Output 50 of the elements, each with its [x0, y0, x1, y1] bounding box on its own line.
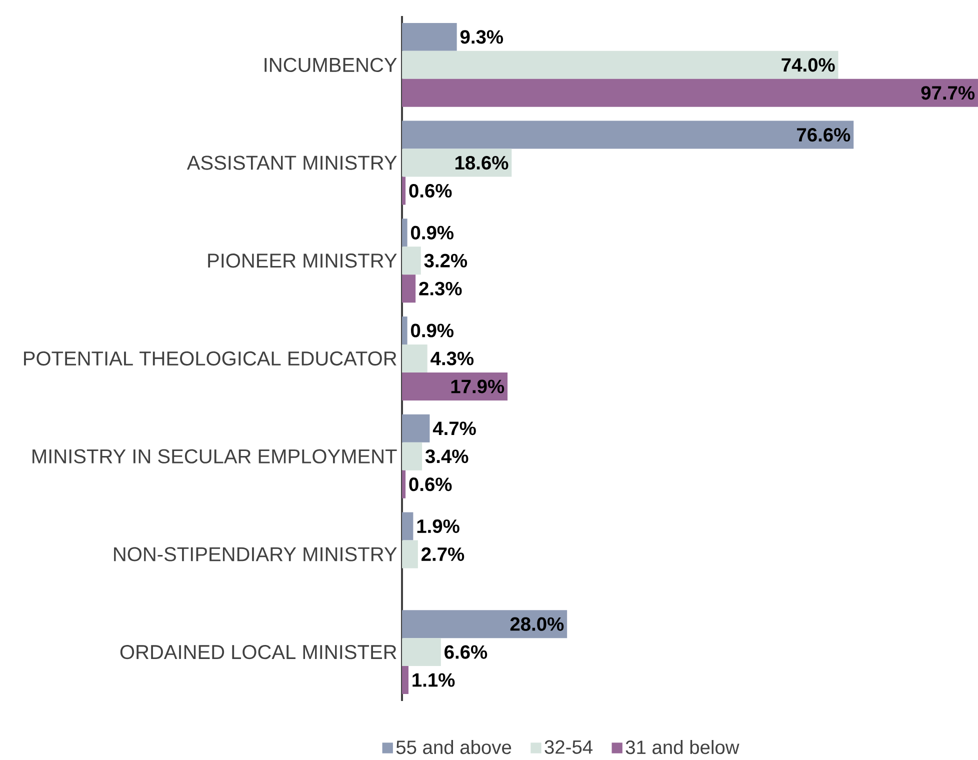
legend-label: 32-54 [544, 740, 593, 754]
data-label: 0.9% [410, 226, 454, 240]
data-label: 2.3% [419, 282, 462, 296]
data-label: 4.3% [430, 352, 474, 366]
data-label: 6.6% [444, 645, 488, 659]
bar [402, 512, 414, 540]
data-label: 1.1% [412, 673, 455, 687]
data-label: 0.6% [409, 478, 452, 492]
y-tick-label: POTENTIAL THEOLOGICAL EDUCATOR [24, 351, 396, 366]
bar [402, 50, 838, 79]
data-label: 2.7% [422, 547, 464, 561]
bar [402, 540, 418, 568]
bar [402, 442, 422, 470]
bar [402, 372, 508, 400]
y-tick-label: NON-STIPENDIARY MINISTRY [114, 547, 397, 562]
data-label: 4.7% [432, 422, 476, 436]
data-label: 3.2% [424, 254, 468, 268]
y-tick-label: INCUMBENCY [264, 58, 397, 72]
bar [402, 78, 978, 107]
y-tick-label: MINISTRY IN SECULAR EMPLOYMENT [32, 449, 397, 464]
data-label: 9.3% [460, 30, 504, 44]
bar [402, 22, 457, 51]
data-label: 28.0% [510, 617, 564, 631]
data-label: 0.9% [410, 324, 454, 338]
bar [402, 176, 406, 205]
data-label: 18.6% [455, 156, 508, 170]
bar [402, 316, 408, 344]
bar [402, 610, 568, 638]
data-label: 17.9% [451, 380, 504, 394]
y-tick-label: ORDAINED LOCAL MINISTER [120, 644, 396, 660]
legend-label: 31 and below [626, 740, 740, 754]
y-tick-label: ASSISTANT MINISTRY [186, 156, 397, 170]
y-tick-label: PIONEER MINISTRY [208, 254, 397, 268]
bar [402, 666, 408, 694]
data-label: 76.6% [797, 128, 850, 142]
bar [402, 148, 512, 177]
bar [402, 344, 428, 372]
bar [402, 470, 406, 498]
bar [402, 120, 854, 149]
data-label: 97.7% [921, 86, 975, 100]
bar [402, 246, 421, 275]
data-label: 1.9% [417, 519, 460, 534]
bar [402, 638, 441, 666]
bar [402, 218, 408, 247]
data-label: 0.6% [409, 184, 452, 198]
data-label: 3.4% [425, 450, 468, 464]
bar [402, 274, 416, 303]
legend-label: 55 and above [396, 740, 512, 754]
data-label: 74.0% [782, 58, 835, 72]
bar [402, 414, 430, 442]
